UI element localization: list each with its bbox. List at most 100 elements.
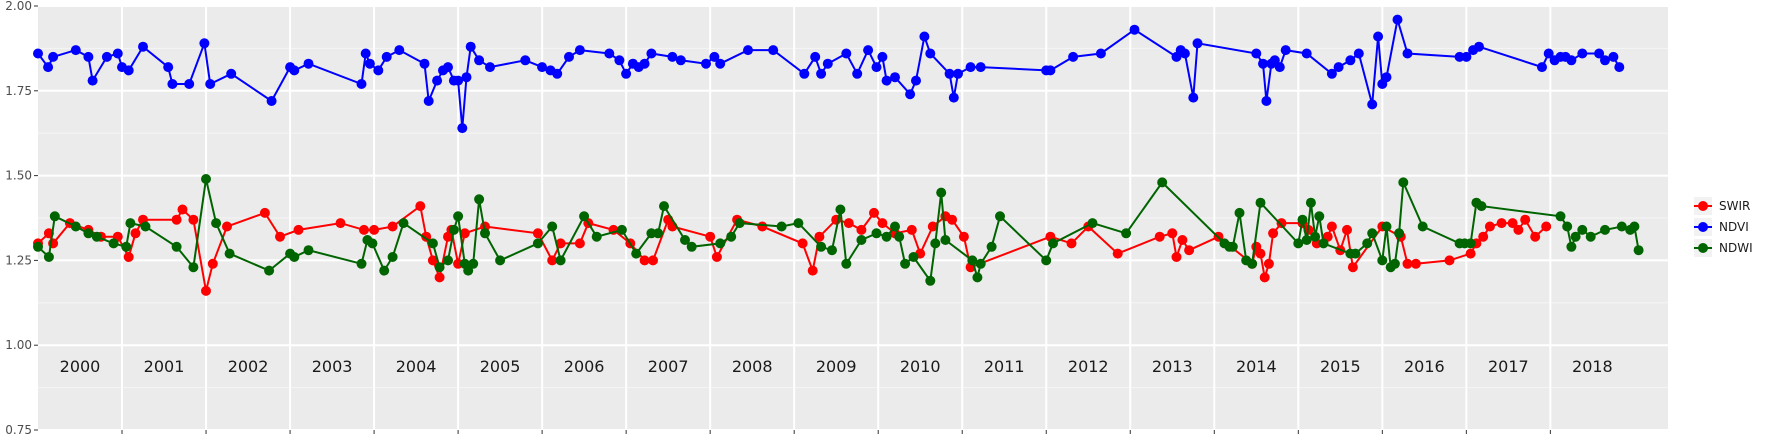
- data-point-ndvi: [1577, 48, 1588, 59]
- data-point-swir: [705, 231, 716, 242]
- data-point-ndwi: [680, 235, 690, 245]
- data-point-swir: [1484, 221, 1495, 232]
- data-point-ndvi: [852, 68, 863, 79]
- data-point-ndwi: [1293, 238, 1304, 249]
- data-point-ndvi: [810, 51, 821, 62]
- data-point-ndwi: [468, 258, 479, 269]
- data-point-swir: [222, 221, 232, 232]
- y-tick-label: 1.75: [5, 84, 32, 98]
- data-point-ndwi: [776, 221, 787, 232]
- data-point-swir: [757, 221, 768, 232]
- data-point-ndvi: [614, 55, 625, 66]
- data-point-ndwi: [434, 262, 445, 273]
- data-point-ndwi: [448, 224, 459, 235]
- data-point-ndwi: [841, 258, 852, 269]
- data-point-ndwi: [900, 258, 911, 269]
- data-point-ndvi: [537, 62, 548, 73]
- data-point-ndvi: [639, 58, 650, 69]
- data-point-ndwi: [1255, 197, 1266, 208]
- data-point-ndvi: [905, 89, 916, 100]
- data-point-ndvi: [205, 79, 216, 89]
- data-point-swir: [188, 214, 199, 225]
- data-point-swir: [459, 228, 470, 239]
- data-point-ndwi: [1577, 224, 1588, 235]
- data-point-swir: [123, 252, 134, 262]
- data-point-swir: [1259, 272, 1270, 283]
- data-point-ndwi: [930, 238, 941, 249]
- x-year-label: 2002: [228, 357, 269, 376]
- data-point-swir: [958, 231, 969, 242]
- data-point-ndvi: [925, 48, 936, 59]
- data-point-ndvi: [303, 58, 314, 69]
- data-point-swir: [427, 255, 438, 266]
- data-point-ndvi: [965, 62, 976, 73]
- x-year-label: 2001: [144, 357, 185, 376]
- data-point-ndwi: [1121, 228, 1132, 239]
- data-point-ndvi: [373, 65, 384, 76]
- data-point-ndvi: [474, 55, 485, 66]
- y-tick-label: 2.00: [5, 0, 32, 13]
- x-year-label: 2013: [1152, 357, 1193, 376]
- data-point-ndvi: [1326, 68, 1337, 79]
- x-year-label: 2015: [1320, 357, 1361, 376]
- data-point-ndwi: [474, 194, 485, 205]
- series-line-ndvi: [37, 19, 1621, 129]
- legend-key-point: [1698, 201, 1708, 211]
- data-point-swir: [1507, 218, 1518, 229]
- data-point-ndwi: [188, 262, 199, 273]
- data-point-swir: [1112, 248, 1123, 259]
- data-point-swir: [856, 224, 867, 235]
- data-point-swir: [421, 231, 432, 242]
- data-point-ndvi: [1179, 48, 1190, 59]
- data-point-ndwi: [579, 211, 590, 222]
- data-point-ndwi: [1476, 201, 1487, 212]
- data-point-swir: [1478, 231, 1489, 242]
- data-point-ndwi: [367, 238, 378, 249]
- data-point-swir: [639, 255, 650, 266]
- data-point-ndwi: [631, 248, 642, 259]
- data-point-ndwi: [940, 235, 951, 245]
- data-point-swir: [711, 252, 722, 262]
- data-point-ndwi: [1562, 221, 1573, 232]
- data-point-ndvi: [1381, 72, 1392, 83]
- data-point-ndvi: [1608, 51, 1619, 62]
- legend-key-point: [1698, 243, 1708, 253]
- x-year-label: 2011: [984, 357, 1025, 376]
- data-point-ndvi: [356, 79, 367, 89]
- data-point-ndvi: [289, 65, 300, 76]
- axes: 0.75 1.00 1.25 1.50 1.75 2.00 2000 2001 2002 2003…: [5, 0, 1612, 437]
- data-point-swir: [1255, 248, 1266, 259]
- data-point-ndwi: [1301, 235, 1312, 245]
- data-point-ndvi: [485, 62, 495, 73]
- data-point-ndwi: [616, 224, 627, 235]
- data-point-ndvi: [33, 48, 43, 59]
- data-point-ndwi: [91, 231, 102, 242]
- data-point-swir: [574, 238, 585, 249]
- data-point-ndwi: [443, 255, 453, 266]
- data-point-ndvi: [646, 48, 657, 59]
- data-point-ndvi: [911, 75, 921, 86]
- data-point-ndwi: [224, 248, 235, 259]
- data-point-ndwi: [1310, 231, 1321, 242]
- data-point-ndvi: [564, 51, 574, 62]
- data-point-ndvi: [1274, 62, 1285, 73]
- data-point-swir: [843, 218, 854, 229]
- data-point-swir: [171, 214, 182, 225]
- data-point-ndwi: [387, 252, 398, 262]
- x-year-label: 2008: [732, 357, 773, 376]
- data-point-swir: [1171, 252, 1182, 262]
- data-point-ndvi: [184, 79, 195, 89]
- data-point-ndwi: [1377, 255, 1388, 266]
- data-point-ndwi: [967, 255, 978, 266]
- data-point-ndwi: [659, 201, 669, 212]
- data-point-ndvi: [70, 45, 81, 56]
- data-point-ndwi: [480, 228, 490, 239]
- data-point-ndwi: [547, 221, 558, 232]
- data-point-ndwi: [1297, 214, 1308, 225]
- data-point-ndwi: [1367, 228, 1378, 239]
- legend-label-swir: SWIR: [1719, 199, 1750, 213]
- data-point-swir: [877, 218, 888, 229]
- data-point-ndwi: [972, 272, 983, 283]
- data-point-ndwi: [121, 241, 132, 252]
